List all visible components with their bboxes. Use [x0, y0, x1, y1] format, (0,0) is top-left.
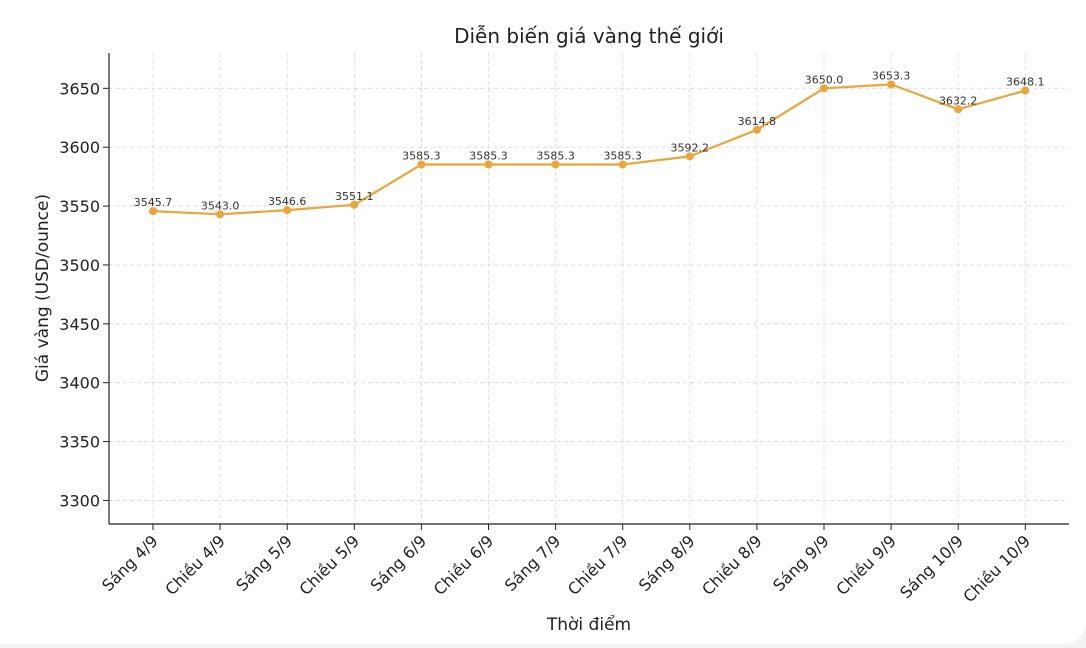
data-label: 3585.3 — [536, 150, 575, 163]
x-tick-label: Chiều 4/9 — [161, 531, 229, 599]
grid-layer — [109, 53, 1069, 524]
y-tick-label: 3400 — [59, 374, 100, 393]
data-label: 3653.3 — [872, 69, 911, 82]
data-point — [618, 160, 627, 169]
x-tick-label: Sáng 10/9 — [896, 531, 967, 602]
data-label: 3543.0 — [201, 199, 240, 212]
y-tick-label: 3650 — [59, 79, 100, 98]
data-point — [484, 160, 493, 169]
data-label: 3614.8 — [738, 115, 777, 128]
data-label: 3632.2 — [939, 94, 978, 107]
x-tick-label: Sáng 6/9 — [367, 531, 431, 595]
y-tick-label: 3550 — [59, 197, 100, 216]
data-point — [685, 152, 694, 161]
x-tick-label: Chiều 8/9 — [698, 531, 766, 599]
data-point — [820, 84, 828, 93]
x-tick-label: Chiều 7/9 — [564, 531, 632, 599]
data-label-layer: 3545.7 3543.0 3546.6 3551.1 3585.3 3585.3 3585… — [134, 69, 1045, 212]
data-label: 3551.1 — [335, 190, 374, 203]
x-tick-label: Chiều 6/9 — [430, 531, 498, 599]
y-tick-label: 3450 — [59, 315, 100, 334]
series-line — [152, 83, 1026, 216]
data-label: 3545.7 — [134, 196, 173, 209]
data-point — [954, 105, 963, 114]
data-point — [887, 80, 896, 89]
chart-title: Diễn biến giá vàng thế giới — [454, 24, 724, 48]
data-point — [752, 125, 761, 134]
data-point — [1021, 86, 1030, 95]
x-tick-label: Sáng 9/9 — [769, 531, 833, 595]
x-tick-label: Chiều 10/9 — [959, 531, 1034, 606]
data-point — [149, 207, 157, 216]
data-label: 3650.0 — [805, 73, 844, 86]
data-label: 3648.1 — [1006, 76, 1045, 89]
x-tick-label: Chiều 9/9 — [832, 531, 900, 599]
axis-layer — [108, 53, 1069, 525]
y-tick-label: 3500 — [59, 256, 100, 275]
x-tick-label: Chiều 5/9 — [296, 531, 364, 599]
y-tick-label: 3350 — [59, 433, 100, 452]
x-tick-label: Sáng 8/9 — [635, 531, 699, 595]
data-label: 3585.3 — [469, 150, 508, 163]
data-label: 3585.3 — [402, 150, 441, 163]
data-label: 3585.3 — [603, 150, 642, 163]
series-layer — [149, 80, 1030, 219]
data-point — [417, 160, 426, 169]
data-label: 3592.2 — [671, 141, 710, 154]
x-tick-label: Sáng 7/9 — [501, 531, 565, 595]
data-point — [216, 210, 225, 219]
y-axis-title: Giá vàng (USD/ounce) — [33, 194, 53, 382]
data-point — [551, 160, 560, 169]
y-tick-label: 3300 — [59, 491, 100, 510]
data-point — [350, 200, 359, 209]
x-axis-title: Thời điểm — [546, 614, 631, 635]
data-label: 3546.6 — [268, 195, 307, 208]
x-tick-label: Sáng 4/9 — [98, 531, 162, 595]
y-tick-label: 3600 — [59, 138, 100, 157]
x-tick-label: Sáng 5/9 — [232, 531, 296, 595]
data-point — [283, 206, 292, 215]
